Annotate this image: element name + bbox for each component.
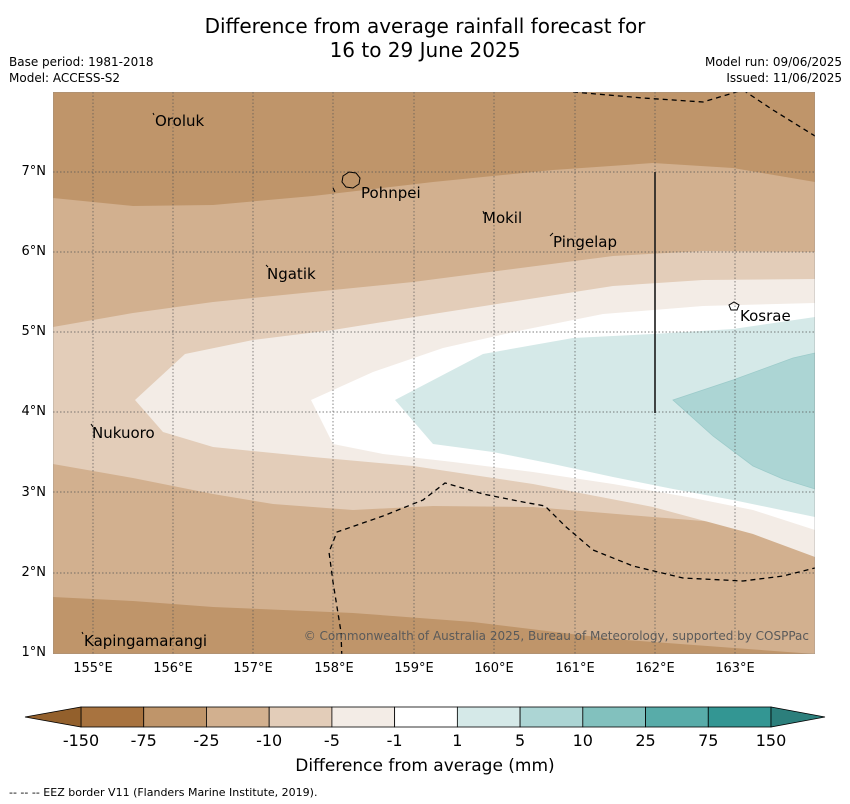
colorbar-cell bbox=[268, 706, 333, 728]
lon-tick-162e: 162°E bbox=[635, 661, 675, 676]
colorbar-label: -1 bbox=[386, 731, 403, 750]
base-period: Base period: 1981-2018 bbox=[9, 55, 154, 69]
colorbar-cell bbox=[582, 706, 646, 728]
meta-right: Model run: 09/06/2025 Issued: 11/06/2025 bbox=[705, 54, 842, 86]
copyright-notice: © Commonwealth of Australia 2025, Bureau… bbox=[304, 629, 809, 643]
pohnpei-island bbox=[341, 171, 361, 189]
place-label-oroluk: Oroluk bbox=[155, 112, 204, 130]
band-plus-1 bbox=[395, 317, 815, 517]
model-name: Model: ACCESS-S2 bbox=[9, 71, 121, 85]
colorbar-cell bbox=[394, 706, 458, 728]
colorbar-label: 75 bbox=[698, 731, 719, 750]
colorbar-extend-high bbox=[770, 706, 826, 728]
lon-tick-160e: 160°E bbox=[474, 661, 514, 676]
colorbar-cell bbox=[143, 706, 207, 728]
colorbar-label: 25 bbox=[635, 731, 656, 750]
place-label-kapingamarangi: Kapingamarangi bbox=[84, 632, 207, 650]
lon-tick-161e: 161°E bbox=[555, 661, 595, 676]
colorbar-label: 5 bbox=[514, 731, 526, 750]
colorbar-label: 10 bbox=[572, 731, 593, 750]
kosrae-island bbox=[728, 301, 740, 311]
colorbar-label: -75 bbox=[130, 731, 157, 750]
lon-tick-158e: 158°E bbox=[314, 661, 354, 676]
lat-tick-7n: 7°N bbox=[21, 164, 47, 179]
islands bbox=[81, 112, 740, 635]
colorbar-title: Difference from average (mm) bbox=[295, 756, 555, 776]
lat-tick-4n: 4°N bbox=[21, 404, 47, 419]
map-area: Oroluk Pohnpei Mokil Pingelap Ngatik Kos… bbox=[53, 92, 815, 654]
lon-tick-163e: 163°E bbox=[715, 661, 755, 676]
colorbar bbox=[24, 706, 826, 728]
place-label-pohnpei: Pohnpei bbox=[361, 184, 421, 202]
lat-tick-6n: 6°N bbox=[21, 244, 47, 259]
lon-tick-157e: 157°E bbox=[233, 661, 273, 676]
colorbar-label: 150 bbox=[755, 731, 787, 750]
title-line-1: Difference from average rainfall forecas… bbox=[204, 14, 646, 38]
lat-tick-1n: 1°N bbox=[21, 645, 47, 660]
place-label-mokil: Mokil bbox=[483, 209, 522, 227]
colorbar-label: -10 bbox=[256, 731, 283, 750]
colorbar-label: -25 bbox=[193, 731, 220, 750]
lat-tick-5n: 5°N bbox=[21, 324, 47, 339]
title-line-2: 16 to 29 June 2025 bbox=[329, 38, 521, 62]
place-label-pingelap: Pingelap bbox=[553, 233, 617, 251]
lon-tick-156e: 156°E bbox=[153, 661, 193, 676]
colorbar-cell bbox=[206, 706, 270, 728]
eez-border bbox=[328, 92, 815, 654]
colorbar-cell bbox=[331, 706, 396, 728]
colorbar-extend-low bbox=[24, 706, 82, 728]
lon-tick-159e: 159°E bbox=[394, 661, 434, 676]
colorbar-label: -150 bbox=[62, 731, 100, 750]
colorbar-cell bbox=[519, 706, 584, 728]
lat-tick-3n: 3°N bbox=[21, 485, 47, 500]
graticule bbox=[53, 92, 815, 654]
eez-footnote: -- -- -- EEZ border V11 (Flanders Marine… bbox=[9, 786, 318, 799]
colorbar-cell bbox=[707, 706, 772, 728]
lon-tick-155e: 155°E bbox=[73, 661, 113, 676]
place-label-ngatik: Ngatik bbox=[267, 265, 316, 283]
colorbar-cell bbox=[80, 706, 145, 728]
issued-date: Issued: 11/06/2025 bbox=[726, 71, 842, 85]
colorbar-label: 1 bbox=[452, 731, 463, 750]
place-label-nukuoro: Nukuoro bbox=[92, 424, 155, 442]
model-run: Model run: 09/06/2025 bbox=[704, 55, 842, 69]
map-title: Difference from average rainfall forecas… bbox=[0, 14, 850, 62]
colorbar-cell bbox=[645, 706, 709, 728]
meta-left: Base period: 1981-2018 Model: ACCESS-S2 bbox=[9, 54, 154, 86]
colorbar-label: -5 bbox=[323, 731, 340, 750]
colorbar-cell bbox=[456, 706, 521, 728]
band-plus-5 bbox=[672, 352, 815, 490]
place-label-kosrae: Kosrae bbox=[740, 307, 791, 325]
lat-tick-2n: 2°N bbox=[21, 565, 47, 580]
